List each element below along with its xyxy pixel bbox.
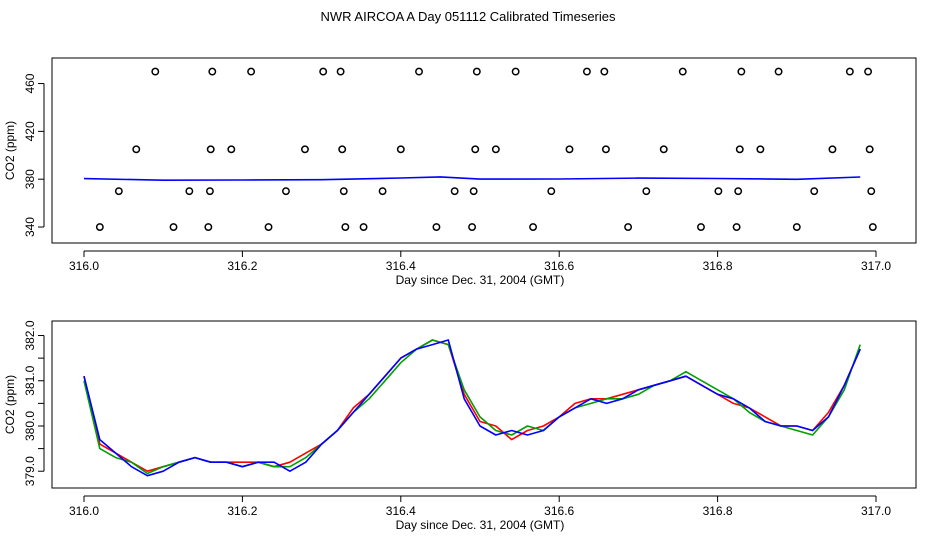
calibration-point [339,187,348,196]
calibration-point [396,145,405,154]
calibration-point [491,145,500,154]
calibration-point [206,145,215,154]
calibration-point [756,145,765,154]
x-tick-label: 316.2 [227,504,257,518]
calibration-point [678,67,687,76]
calibration-point [792,223,801,231]
calibration-point [529,223,538,231]
plot-frame-1 [51,57,917,244]
y-tick-label: 382.0 [23,320,37,350]
y-axis-label: CO2 (ppm) [3,121,17,180]
calibration-point [204,223,213,231]
x-tick-label: 317.0 [861,504,891,518]
calibration-point [264,223,273,231]
calibration-point [845,67,854,76]
x-tick-label: 316.4 [386,259,416,273]
calibration-point [359,223,368,231]
calibration-point [468,223,477,231]
calibration-point [95,223,104,231]
chart-title: NWR AIRCOA A Day 051112 Calibrated Times… [320,9,616,24]
x-axis-label: Day since Dec. 31, 2004 (GMT) [396,273,565,287]
calibration-point [472,67,481,76]
calibration-point [301,145,309,154]
calibration-point [169,223,178,231]
calibration-point [565,145,574,154]
calibration-point [151,67,160,76]
calibration-point [227,145,236,154]
calibration-point [208,67,217,76]
calibration-point [864,67,873,76]
calibration-point [732,223,741,231]
x-tick-label: 316.0 [69,259,99,273]
calibration-point [624,223,633,231]
calibration-point [341,223,350,231]
calibration-point [737,67,746,76]
calibration-point [642,187,651,196]
calibration-point [659,145,668,154]
calibration-point [319,67,328,76]
calibration-point [432,223,441,231]
calibration-point [828,145,837,154]
calibration-point [600,67,609,76]
x-tick-label: 316.4 [386,504,416,518]
calibration-point [205,187,214,196]
x-tick-label: 316.0 [69,504,99,518]
calibration-point [810,187,819,196]
calibration-point [868,223,877,231]
x-tick-label: 316.8 [703,504,733,518]
calibration-point [867,187,876,196]
calibration-point [511,67,520,76]
y-axis-label: CO2 (ppm) [3,375,17,434]
y-tick-label: 420 [23,121,37,141]
calibration-point [714,187,723,196]
plot-frame-2 [51,320,917,489]
calibration-point [547,187,556,196]
y-tick-label: 380 [23,169,37,189]
calibration-point [338,145,347,154]
calibration-point [336,67,345,76]
y-tick-label: 381.0 [23,365,37,395]
calibration-point [582,67,591,76]
calibration-point [282,187,290,196]
calibration-point [469,187,478,196]
y-tick-label: 460 [23,73,37,93]
calibration-point [415,67,423,76]
y-tick-label: 340 [23,217,37,237]
x-tick-label: 316.6 [544,504,574,518]
series-line-1 [83,176,861,181]
x-tick-label: 316.6 [544,259,574,273]
calibration-point [735,145,744,154]
x-tick-label: 316.2 [227,259,257,273]
y-tick-label: 380.0 [23,411,37,441]
calibration-point [865,145,874,154]
calibration-point [114,187,123,196]
calibration-point [132,145,141,154]
calibration-point [774,67,783,76]
calibration-point [697,223,705,231]
calibration-point [185,187,194,196]
x-axis-label: Day since Dec. 31, 2004 (GMT) [396,518,565,532]
y-tick-label: 379.0 [23,456,37,486]
x-tick-label: 317.0 [861,259,891,273]
calibration-point [378,187,387,196]
calibration-point [247,67,256,76]
calibration-point [734,187,743,196]
calibration-point [471,145,480,154]
calibration-point [450,187,459,196]
x-tick-label: 316.8 [703,259,733,273]
series-line-3 [83,339,861,477]
calibration-point [601,145,610,154]
